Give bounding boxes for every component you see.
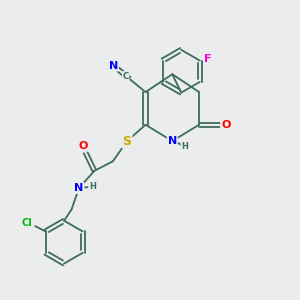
Text: C: C xyxy=(123,72,129,81)
Text: H: H xyxy=(181,142,188,151)
Text: S: S xyxy=(123,135,132,148)
Text: O: O xyxy=(221,120,230,130)
Text: N: N xyxy=(168,136,177,146)
Text: F: F xyxy=(204,54,212,64)
Text: O: O xyxy=(78,141,88,151)
Text: H: H xyxy=(89,182,96,191)
Text: N: N xyxy=(74,183,84,193)
Text: Cl: Cl xyxy=(22,218,32,228)
Text: N: N xyxy=(109,61,118,70)
